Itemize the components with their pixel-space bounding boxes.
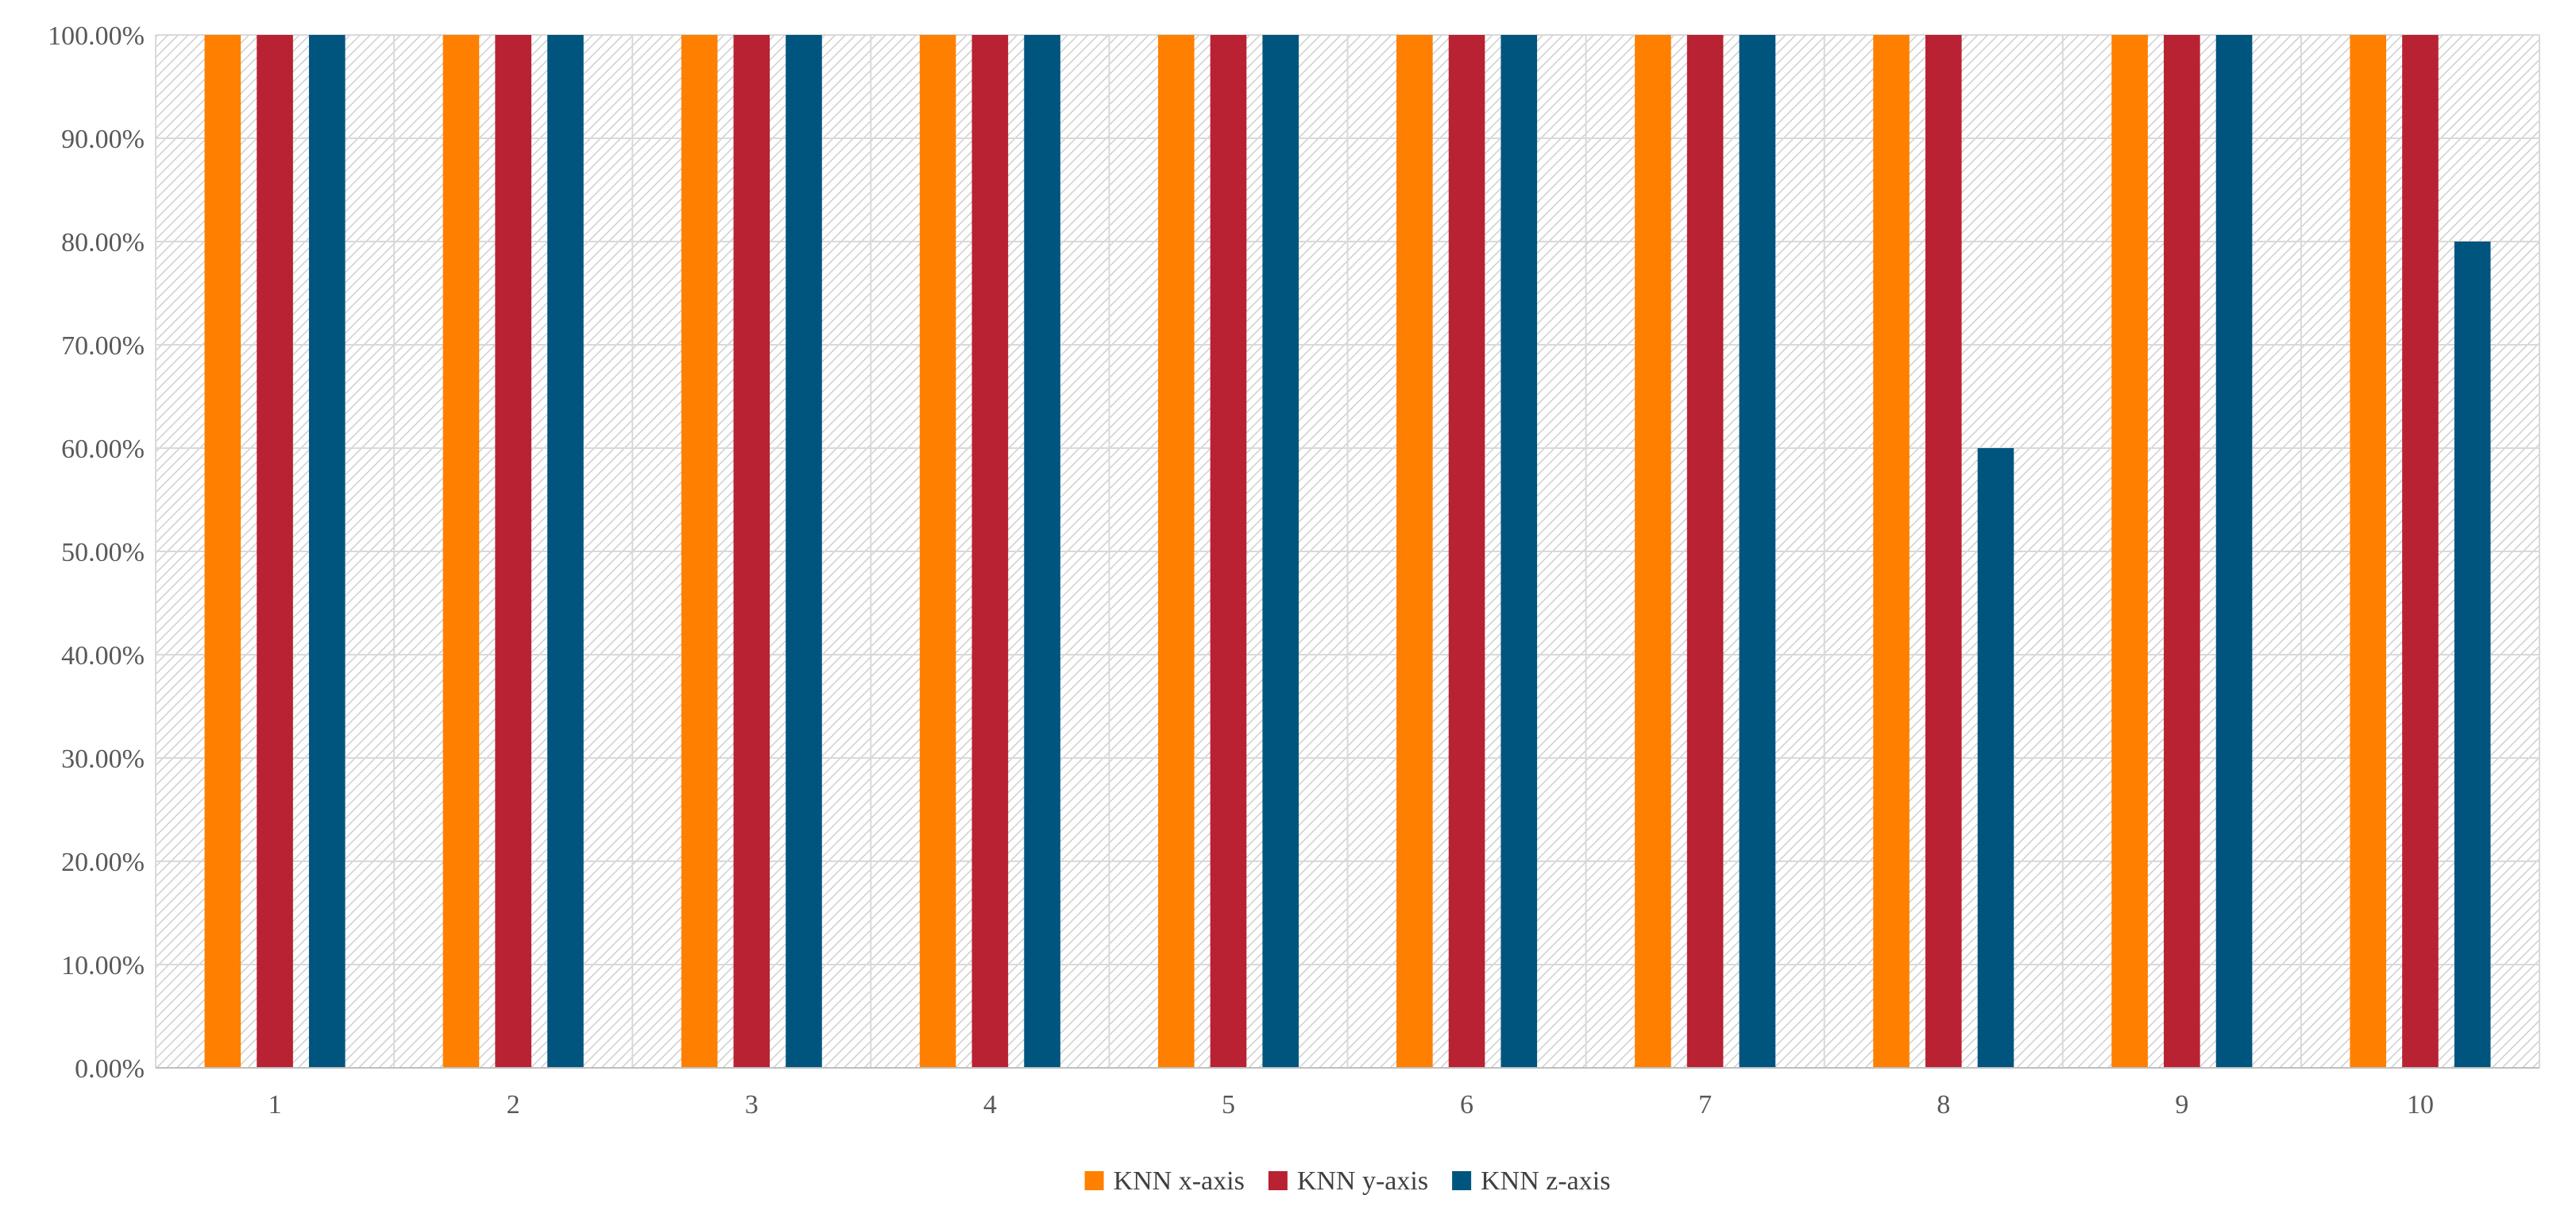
y-tick-label: 50.00% [61,538,145,567]
bars [204,35,2491,1068]
y-tick-label: 30.00% [61,744,145,774]
y-axis-tick-labels: 0.00% 10.00% 20.00% 30.00% 40.00% 50.00% 60.00… [48,21,145,1084]
legend-swatch [1268,1171,1288,1190]
bar-knn-y-axis-5 [1210,35,1247,1068]
x-axis-tick-labels: 1 2 3 4 5 6 7 8 9 10 [268,1090,2434,1120]
bar-knn-y-axis-3 [733,35,770,1068]
bar-knn-z-axis-9 [2215,35,2253,1068]
x-tick-label: 8 [1937,1090,1950,1120]
legend: KNN x-axis KNN y-axis KNN z-axis [1084,1166,1610,1196]
bar-knn-x-axis-5 [1157,35,1195,1068]
x-tick-label: 4 [983,1090,997,1120]
bar-knn-z-axis-8 [1977,448,2014,1068]
bar-knn-y-axis-2 [495,35,531,1068]
y-tick-label: 20.00% [61,848,145,877]
bar-knn-z-axis-5 [1262,35,1299,1068]
legend-label: KNN x-axis [1114,1166,1245,1196]
bar-knn-x-axis-10 [2350,35,2387,1068]
bar-knn-y-axis-1 [257,35,293,1068]
x-tick-label: 6 [1460,1090,1473,1120]
bar-knn-z-axis-10 [2454,242,2491,1068]
bar-knn-x-axis-2 [442,35,480,1068]
x-tick-label: 2 [507,1090,520,1120]
y-tick-label: 80.00% [61,228,145,257]
bar-knn-x-axis-7 [1635,35,1671,1068]
y-tick-label: 0.00% [75,1054,145,1084]
bar-knn-x-axis-4 [919,35,956,1068]
bar-knn-y-axis-9 [2164,35,2200,1068]
bar-knn-x-axis-3 [681,35,718,1068]
y-tick-label: 60.00% [61,435,145,464]
bar-knn-y-axis-4 [971,35,1009,1068]
x-tick-label: 9 [2175,1090,2188,1120]
bar-knn-x-axis-6 [1396,35,1433,1068]
x-tick-label: 7 [1698,1090,1712,1120]
x-tick-label: 10 [2407,1090,2434,1120]
bar-knn-z-axis-1 [308,35,346,1068]
bar-knn-z-axis-7 [1739,35,1776,1068]
bar-knn-y-axis-10 [2402,35,2439,1068]
legend-swatch [1452,1171,1472,1190]
bar-knn-y-axis-7 [1686,35,1724,1068]
legend-label: KNN z-axis [1481,1166,1610,1196]
y-tick-label: 100.00% [48,21,145,51]
legend-label: KNN y-axis [1297,1166,1428,1196]
legend-swatch [1084,1171,1104,1190]
y-tick-label: 70.00% [61,331,145,361]
y-tick-label: 40.00% [61,641,145,671]
bar-knn-z-axis-4 [1024,35,1060,1068]
bar-knn-x-axis-1 [204,35,241,1068]
bar-knn-z-axis-6 [1500,35,1538,1068]
x-tick-label: 1 [268,1090,282,1120]
y-tick-label: 10.00% [61,951,145,980]
x-tick-label: 5 [1222,1090,1235,1120]
bar-knn-z-axis-2 [547,35,584,1068]
bar-knn-x-axis-9 [2111,35,2148,1068]
bar-knn-x-axis-8 [1873,35,1910,1068]
x-tick-label: 3 [745,1090,759,1120]
bar-knn-y-axis-8 [1925,35,1962,1068]
bar-knn-z-axis-3 [786,35,822,1068]
y-tick-label: 90.00% [61,125,145,154]
bar-knn-y-axis-6 [1448,35,1485,1068]
